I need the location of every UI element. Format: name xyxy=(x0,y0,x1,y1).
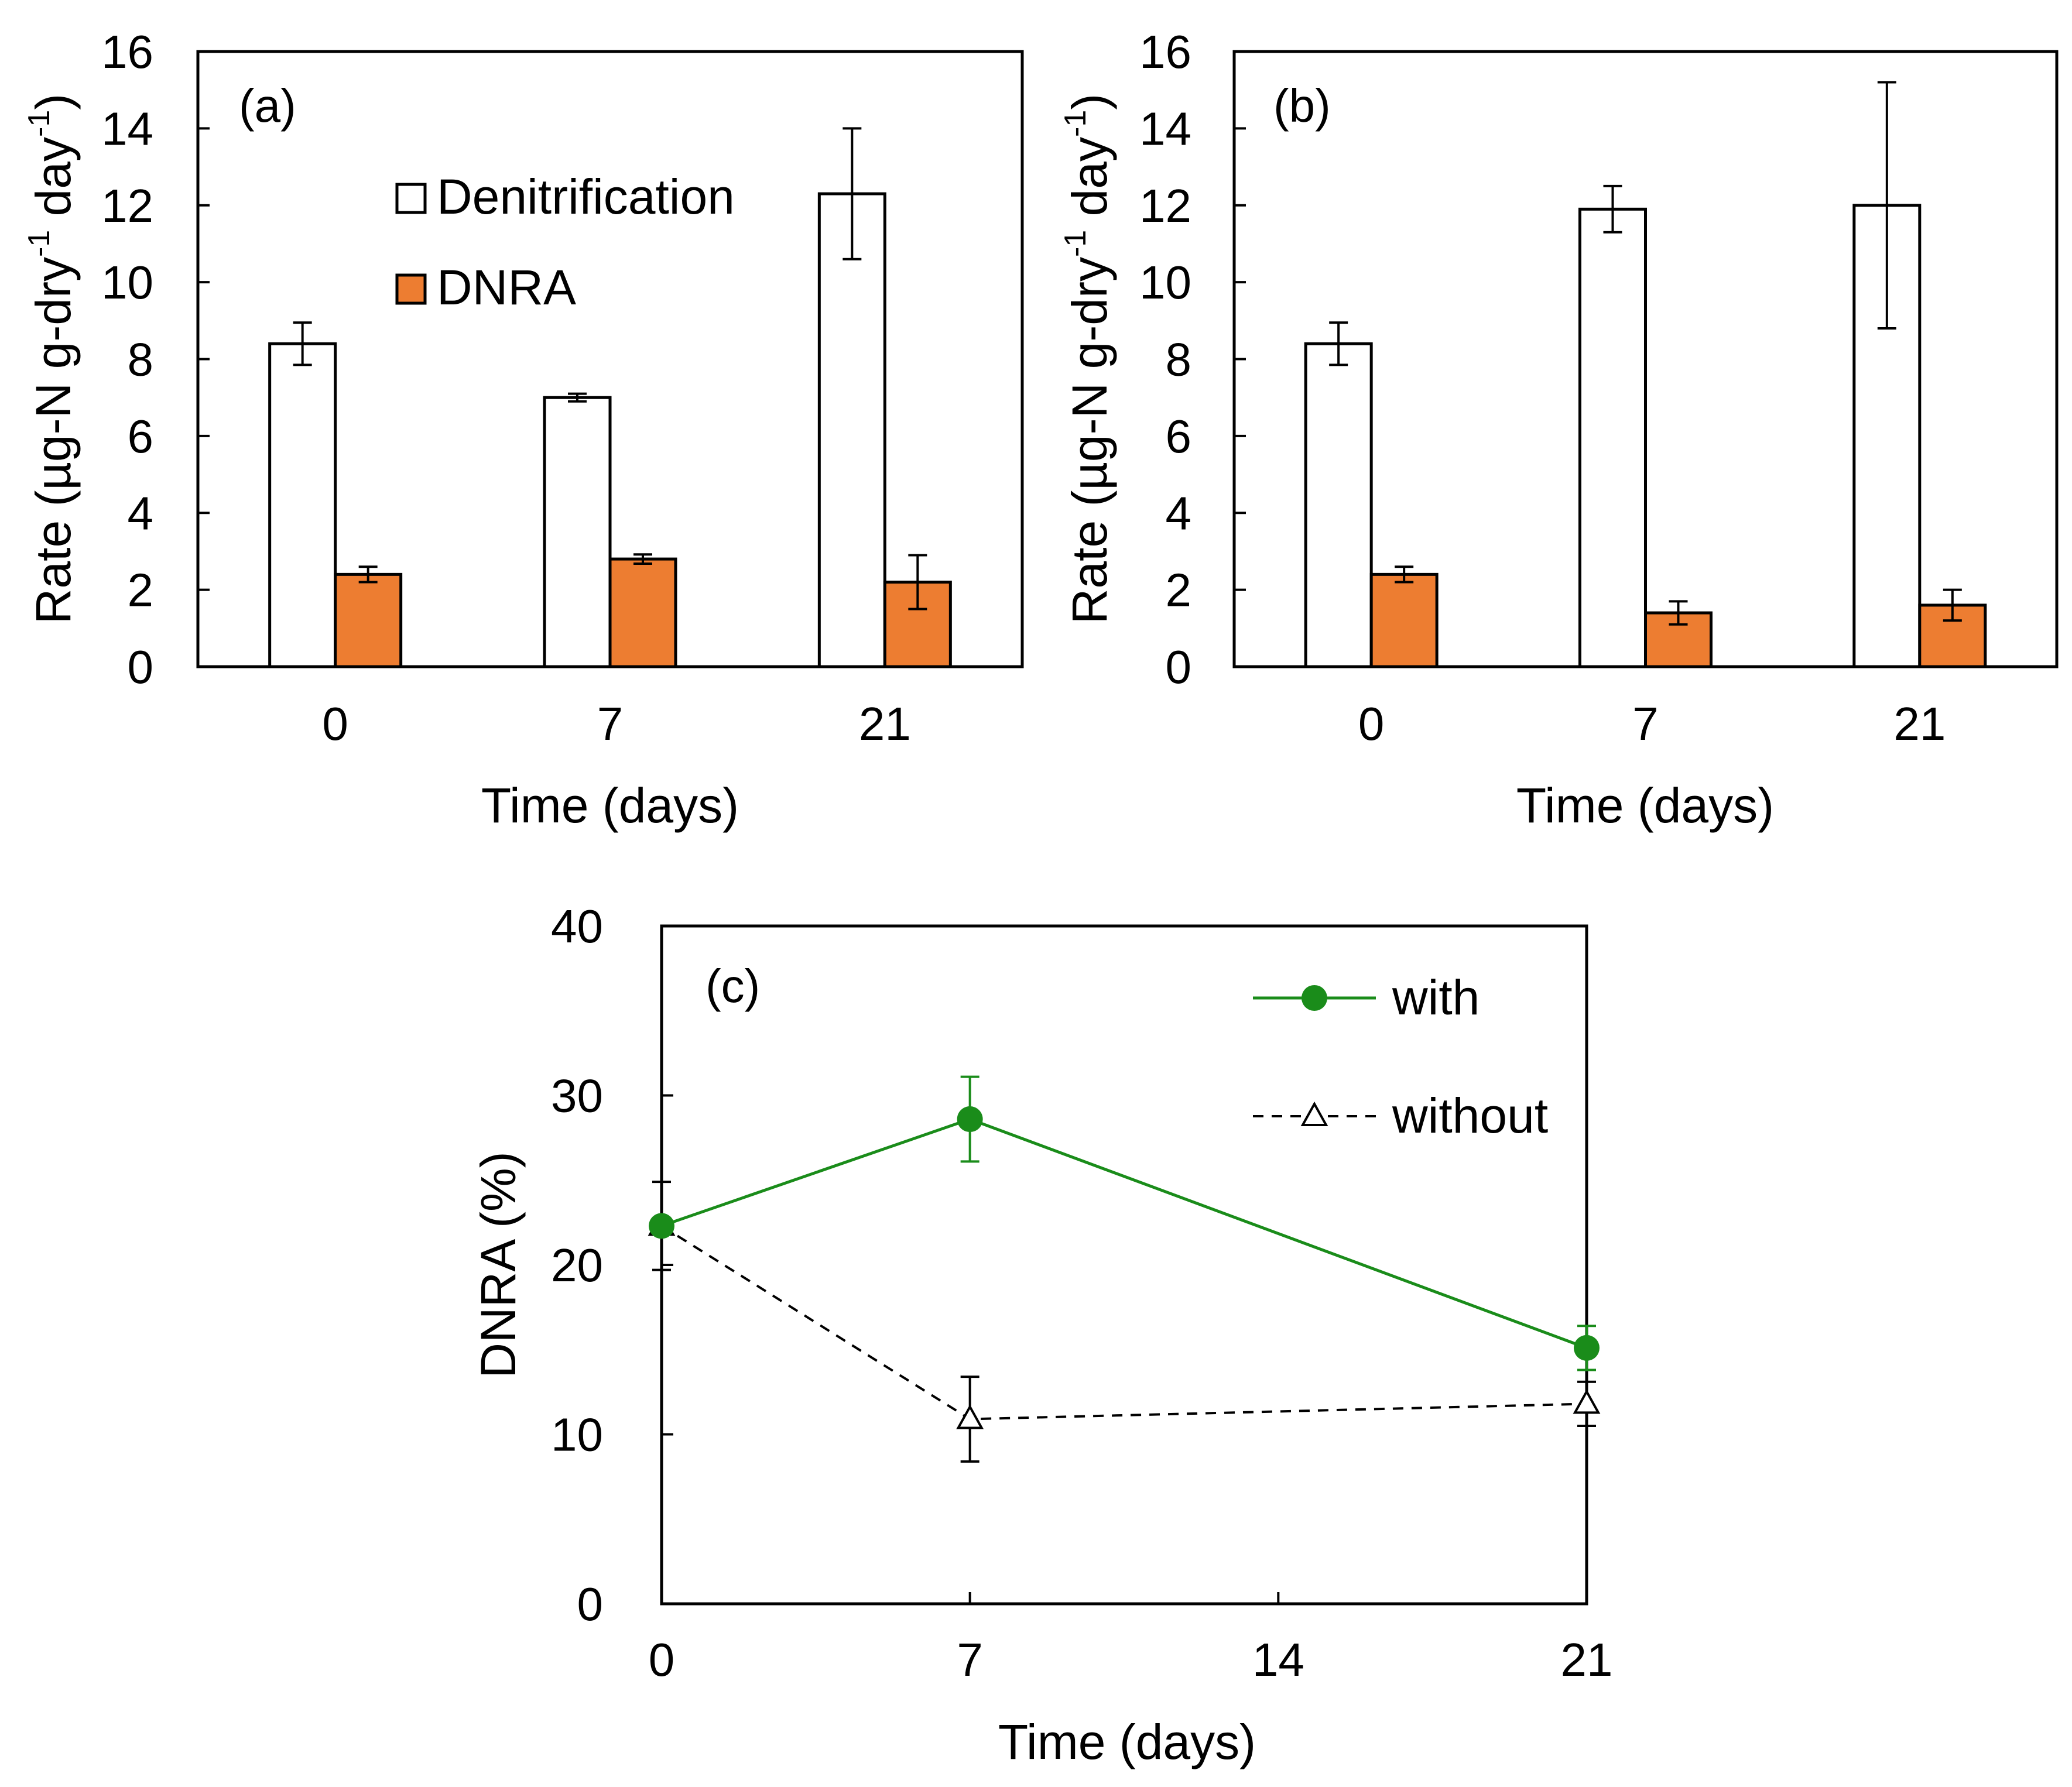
data-point-with xyxy=(649,1213,674,1239)
bar-denitrification-7 xyxy=(1578,207,1647,668)
y-tick-label: 30 xyxy=(551,1070,603,1122)
series-line-with xyxy=(661,1117,1587,1350)
y-axis-label: DNRA (%) xyxy=(471,1151,526,1378)
y-tick-label: 2 xyxy=(1166,564,1192,616)
x-axis-label: Time (days) xyxy=(481,778,739,833)
axis-ticks xyxy=(1234,50,1246,668)
bar-denitrification-0 xyxy=(268,342,337,668)
x-tick-label: 7 xyxy=(597,698,624,750)
bar-denitrification-21 xyxy=(817,192,886,668)
bar-dnra-0 xyxy=(1369,572,1439,668)
x-tick-label: 0 xyxy=(649,1634,675,1686)
panel-label: (c) xyxy=(705,960,760,1012)
axis-ticks xyxy=(660,925,1588,1605)
bar-dnra-0 xyxy=(334,572,403,668)
y-tick-label: 12 xyxy=(1139,180,1191,232)
y-axis-label: Rate (µg-N g-dry-1 day-1) xyxy=(22,94,81,624)
y-tick-label: 8 xyxy=(1166,334,1192,386)
y-tick-labels: 0 10 20 30 40 xyxy=(551,900,603,1630)
legend-label-denitrification: Denitrification xyxy=(437,169,735,224)
bars xyxy=(268,127,952,668)
y-tick-label: 14 xyxy=(1139,102,1191,155)
panel-label: (a) xyxy=(239,80,296,132)
y-tick-label: 8 xyxy=(128,334,154,386)
y-tick-labels: 0 2 4 6 8 10 12 14 16 xyxy=(101,26,153,693)
y-tick-label: 10 xyxy=(551,1409,603,1461)
y-tick-label: 14 xyxy=(101,102,153,155)
panel-label: (b) xyxy=(1273,80,1331,132)
plot-area-frame xyxy=(660,924,1588,1606)
x-tick-label: 21 xyxy=(1561,1634,1613,1686)
y-tick-label: 4 xyxy=(1166,487,1192,539)
data-point-without xyxy=(956,1404,984,1429)
y-tick-label: 16 xyxy=(1139,26,1191,78)
x-tick-label: 0 xyxy=(322,698,348,750)
bars xyxy=(1304,81,1987,668)
series-lines xyxy=(648,1075,1601,1463)
x-tick-labels: 0 7 21 xyxy=(1358,698,1946,750)
y-tick-labels: 0 2 4 6 8 10 12 14 16 xyxy=(1139,26,1191,693)
x-tick-label: 7 xyxy=(1632,698,1659,750)
legend-swatch-dnra xyxy=(395,273,427,305)
y-tick-label: 6 xyxy=(1166,410,1192,462)
x-axis-label: Time (days) xyxy=(998,1714,1256,1769)
x-tick-label: 7 xyxy=(957,1634,983,1686)
chart-panel-c: 0 10 20 30 40 0 7 14 21 (c) Time (days) DNRA (%… xyxy=(471,900,1612,1769)
bar-dnra-7 xyxy=(608,557,677,668)
y-tick-label: 12 xyxy=(101,180,153,232)
chart-panel-b: 0 2 4 6 8 10 12 14 16 0 7 21 (b) Time (days) Rate … xyxy=(1059,26,2059,833)
legend-label-without: without xyxy=(1392,1088,1548,1143)
x-axis-label: Time (days) xyxy=(1516,778,1774,833)
x-tick-label: 14 xyxy=(1252,1634,1304,1686)
x-tick-label: 21 xyxy=(859,698,911,750)
data-point-without xyxy=(1573,1389,1601,1414)
y-tick-label: 10 xyxy=(1139,256,1191,308)
y-axis-label: Rate (µg-N g-dry-1 day-1) xyxy=(1059,94,1117,624)
bar-denitrification-0 xyxy=(1304,342,1373,668)
chart-panel-a: 0 2 4 6 8 10 12 14 16 0 7 21 (a) Time (days) Rate … xyxy=(22,26,1024,833)
y-tick-label: 6 xyxy=(128,410,154,462)
legend-marker-without xyxy=(1300,1101,1328,1126)
bar-denitrification-7 xyxy=(543,396,612,668)
y-tick-label: 10 xyxy=(101,256,153,308)
data-point-with xyxy=(1574,1335,1600,1361)
legend-marker-with xyxy=(1302,985,1327,1011)
y-tick-label: 16 xyxy=(101,26,153,78)
y-tick-label: 0 xyxy=(128,641,154,693)
legend: with without xyxy=(1253,970,1548,1143)
legend-label-with: with xyxy=(1392,970,1479,1025)
data-point-with xyxy=(957,1106,983,1133)
axis-ticks xyxy=(198,50,210,668)
x-tick-label: 0 xyxy=(1358,698,1385,750)
y-tick-label: 2 xyxy=(128,564,154,616)
x-tick-labels: 0 7 21 xyxy=(322,698,910,750)
y-tick-label: 40 xyxy=(551,900,603,952)
series-line-without xyxy=(660,1225,1587,1421)
y-tick-label: 20 xyxy=(551,1239,603,1291)
legend: Denitrification DNRA xyxy=(395,169,735,315)
y-tick-label: 0 xyxy=(1166,641,1192,693)
legend-label-dnra: DNRA xyxy=(437,260,576,315)
y-tick-label: 4 xyxy=(128,487,154,539)
legend-swatch-denitrification xyxy=(395,183,427,214)
x-tick-labels: 0 7 14 21 xyxy=(649,1634,1613,1686)
y-tick-label: 0 xyxy=(577,1578,604,1630)
x-tick-label: 21 xyxy=(1893,698,1946,750)
